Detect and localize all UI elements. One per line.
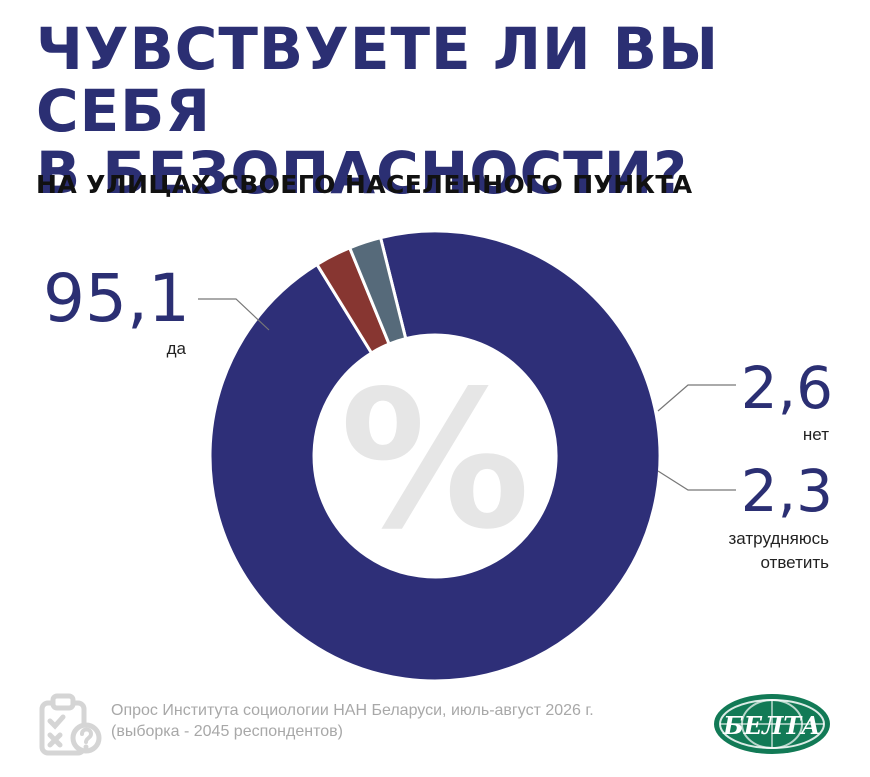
pie-slice-2: [348, 236, 408, 346]
source-note: Опрос Института социологии НАН Беларуси,…: [111, 700, 691, 742]
leader-line-2: [657, 470, 736, 491]
survey-clipboard-icon: [39, 693, 102, 756]
category-label-0-0: да: [167, 339, 187, 358]
title-line-2: В БЕЗОПАСНОСТИ?: [36, 139, 688, 207]
chart-title: ЧУВСТВУЕТЕ ЛИ ВЫ СЕБЯ В БЕЗОПАСНОСТИ?: [36, 18, 856, 204]
data-value-label-1: 2,6: [741, 354, 833, 422]
donut-hole: [315, 336, 555, 576]
category-label-2-0: затрудняюсь: [729, 529, 830, 548]
logo-text: БЕЛТА: [722, 711, 820, 740]
source-line-1: Опрос Института социологии НАН Беларуси,…: [111, 702, 594, 719]
leader-line-0: [198, 298, 270, 331]
data-value-label-0: 95,1: [43, 260, 190, 337]
center-percent-label: %: [340, 350, 530, 571]
pie-slice-0: [208, 229, 662, 683]
title-line-1: ЧУВСТВУЕТЕ ЛИ ВЫ СЕБЯ: [36, 15, 720, 145]
data-value-label-2: 2,3: [741, 457, 833, 525]
category-label-1-0: нет: [803, 425, 829, 444]
source-line-2: (выборка - 2045 респондентов): [111, 723, 343, 740]
category-label-2-1: ответить: [760, 553, 829, 572]
belta-logo: БЕЛТА: [714, 694, 830, 754]
leader-line-1: [657, 384, 736, 412]
chart-subtitle: НА УЛИЦАХ СВОЕГО НАСЕЛЕННОГО ПУНКТА: [36, 170, 693, 199]
